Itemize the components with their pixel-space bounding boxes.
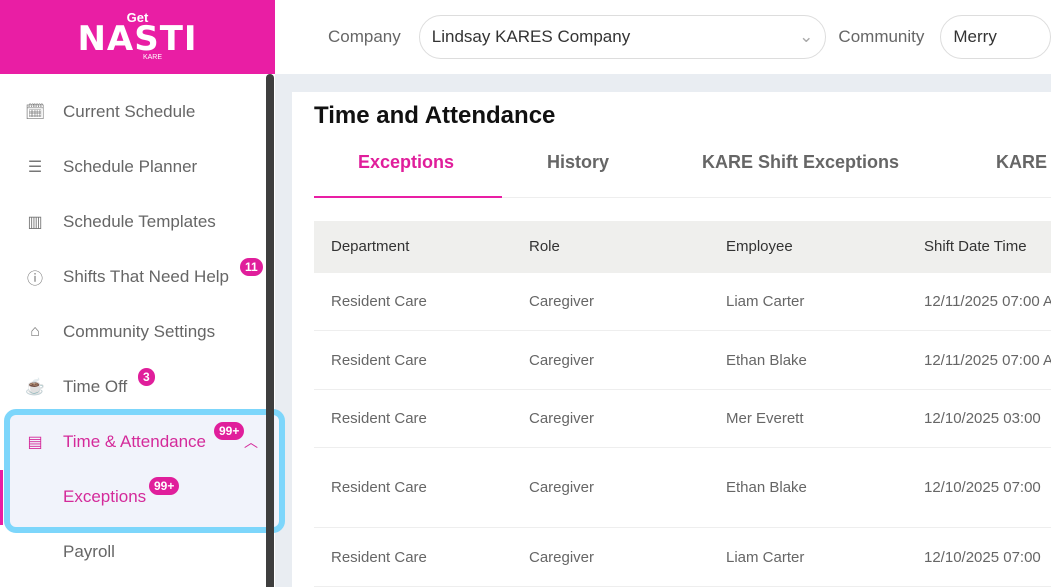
table-row[interactable]: Resident Care Caregiver Mer Everett 12/10/2… xyxy=(314,390,1051,448)
shifts-badge: 11 xyxy=(240,258,263,276)
house-gear-icon: ⌂ xyxy=(30,323,40,340)
sidebar-item-shifts-need-help[interactable]: ⓘ Shifts That Need Help xyxy=(26,267,229,288)
tab-exceptions[interactable]: Exceptions xyxy=(358,152,455,172)
sidebar-item-community-settings[interactable]: ⌂ Community Settings xyxy=(0,312,262,352)
calendar-list-icon: ▤ xyxy=(27,434,43,451)
col-department[interactable]: Department xyxy=(331,238,410,255)
sidebar-item-time-off[interactable]: ☕ Time Off xyxy=(25,377,128,396)
table-cell: 12/10/2025 07:00 xyxy=(924,548,1041,566)
sidebar-item-current-schedule[interactable]: 🗓 Current Schedule xyxy=(25,102,196,121)
template-icon: ▥ xyxy=(27,214,43,231)
table-cell: Mer Everett xyxy=(726,410,804,427)
table-row[interactable]: Resident Care Caregiver Ethan Blake 12/11/2… xyxy=(314,331,1051,390)
table-cell: 12/10/2025 07:00 xyxy=(924,479,1041,496)
table-header: Department Role Employee Shift Date Time xyxy=(314,221,1051,273)
tab-history[interactable]: History xyxy=(547,152,610,172)
table-cell: Caregiver xyxy=(529,293,595,310)
table-cell: Caregiver xyxy=(529,548,595,566)
time-off-badge: 3 xyxy=(138,368,155,386)
table-cell: Caregiver xyxy=(529,479,595,496)
sidebar-item-schedule-planner[interactable]: ☰ Schedule Planner xyxy=(0,147,262,187)
col-role[interactable]: Role xyxy=(529,238,560,255)
table-row[interactable]: Resident Care Caregiver Liam Carter 12/10/2… xyxy=(314,528,1051,587)
chevron-up-icon: ︿ xyxy=(244,434,258,450)
sidebar-scrollbar[interactable] xyxy=(266,74,274,587)
table-row[interactable]: Resident Care Caregiver Ethan Blake 12/10/2… xyxy=(314,448,1051,528)
top-bar: Company Lindsay KARES Company ⌄ Communit… xyxy=(275,0,1051,74)
table-cell: Resident Care xyxy=(331,293,427,310)
col-employee[interactable]: Employee xyxy=(726,238,793,255)
help-circle-icon: ⓘ xyxy=(26,271,43,288)
company-label: Company xyxy=(328,27,401,46)
sidebar-item-payroll[interactable]: Payroll xyxy=(63,542,115,561)
table-cell: Caregiver xyxy=(529,351,595,369)
sliders-icon: ☰ xyxy=(27,159,43,176)
table-cell: Caregiver xyxy=(529,410,595,427)
table-cell: Liam Carter xyxy=(726,293,805,310)
active-tab-underline xyxy=(314,196,502,198)
community-label: Community xyxy=(838,27,925,46)
table-cell: Ethan Blake xyxy=(726,479,807,496)
chevron-down-icon: ⌄ xyxy=(799,27,814,46)
coffee-icon: ☕ xyxy=(25,379,45,396)
table-row[interactable]: Resident Care Caregiver Liam Carter 12/11/2… xyxy=(314,273,1051,331)
sidebar-item-time-attendance[interactable]: ▤ Time & Attendance ︿ xyxy=(0,422,262,462)
table-cell: Resident Care xyxy=(331,479,427,496)
community-select[interactable]: Merry xyxy=(940,15,1051,59)
page-title: Time and Attendance xyxy=(314,102,556,129)
table-cell: Resident Care xyxy=(331,410,427,427)
table-cell: 12/11/2025 07:00 A xyxy=(924,293,1051,310)
company-select[interactable]: Lindsay KARES Company ⌄ xyxy=(418,15,827,59)
table-cell: Ethan Blake xyxy=(726,351,807,369)
exceptions-badge: 99+ xyxy=(149,477,180,495)
col-shift-date-time[interactable]: Shift Date Time xyxy=(924,238,1027,255)
tab-kare-shift-exceptions[interactable]: KARE Shift Exceptions xyxy=(702,152,900,172)
sidebar-item-schedule-templates[interactable]: ▥ Schedule Templates xyxy=(0,202,262,242)
active-indicator xyxy=(0,470,3,525)
tab-divider xyxy=(314,197,1051,198)
table-cell: 12/10/2025 03:00 xyxy=(924,410,1041,427)
table-cell: Resident Care xyxy=(331,548,427,566)
table-cell: 12/11/2025 07:00 A xyxy=(924,351,1051,369)
calendar-check-icon: 🗓 xyxy=(25,104,46,121)
tab-kare[interactable]: KARE xyxy=(996,152,1048,172)
sidebar-item-exceptions[interactable]: Exceptions xyxy=(63,487,147,506)
table-cell: Liam Carter xyxy=(726,548,805,566)
table-cell: Resident Care xyxy=(331,351,427,369)
time-attendance-badge: 99+ xyxy=(214,422,245,440)
main-card: Time and Attendance Exceptions History K… xyxy=(292,92,1051,587)
logo[interactable]: Get NASTI KARE xyxy=(0,0,275,74)
